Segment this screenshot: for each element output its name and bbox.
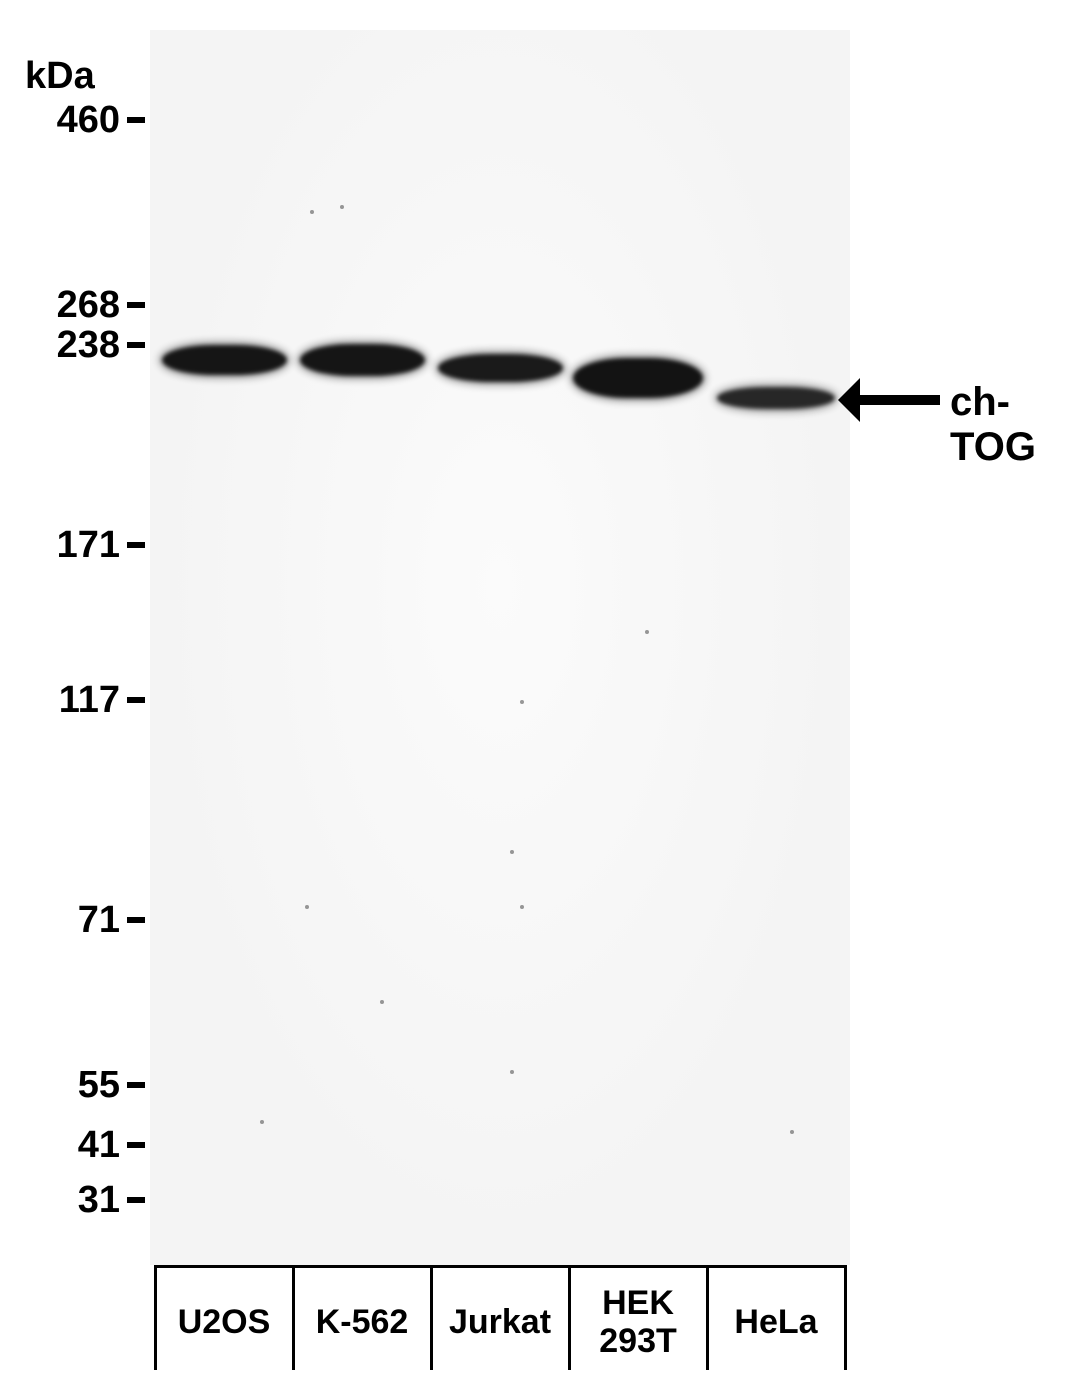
yaxis-tick-label: 41 bbox=[25, 1124, 120, 1167]
speck bbox=[790, 1130, 794, 1134]
speck bbox=[260, 1120, 264, 1124]
speck bbox=[380, 1000, 384, 1004]
blot-area bbox=[150, 30, 850, 1265]
lane-label: U2OS bbox=[155, 1275, 293, 1370]
speck bbox=[520, 700, 524, 704]
speck bbox=[510, 850, 514, 854]
lane-label: Jurkat bbox=[431, 1275, 569, 1370]
speck bbox=[510, 1070, 514, 1074]
arrow-stem bbox=[860, 395, 940, 405]
yaxis-tick-mark bbox=[127, 1197, 145, 1203]
lane-label: HEK 293T bbox=[569, 1275, 707, 1370]
blot-background bbox=[150, 30, 850, 1265]
yaxis-tick-mark bbox=[127, 117, 145, 123]
band bbox=[438, 354, 563, 382]
band bbox=[717, 387, 835, 409]
yaxis-tick-mark bbox=[127, 1082, 145, 1088]
yaxis-tick-mark bbox=[127, 917, 145, 923]
arrow-left-icon bbox=[838, 378, 860, 422]
yaxis-tick-label: 31 bbox=[25, 1179, 120, 1222]
speck bbox=[310, 210, 314, 214]
band bbox=[300, 344, 425, 376]
target-label: ch-TOG bbox=[950, 380, 1080, 470]
yaxis-tick-label: 268 bbox=[25, 284, 120, 327]
speck bbox=[645, 630, 649, 634]
yaxis-tick-mark bbox=[127, 1142, 145, 1148]
yaxis-tick-label: 460 bbox=[25, 99, 120, 142]
yaxis-tick-mark bbox=[127, 542, 145, 548]
yaxis-tick-label: 171 bbox=[25, 524, 120, 567]
lane-label: HeLa bbox=[707, 1275, 845, 1370]
yaxis-tick-label: 71 bbox=[25, 899, 120, 942]
band bbox=[573, 358, 703, 398]
figure-container: kDa 460 268238 171 117 71 55 41 31 U2OSK-562Jur… bbox=[0, 0, 1080, 1390]
speck bbox=[305, 905, 309, 909]
yaxis-tick-mark bbox=[127, 697, 145, 703]
yaxis-tick-label: 55 bbox=[25, 1064, 120, 1107]
speck bbox=[340, 205, 344, 209]
yaxis-tick-mark bbox=[127, 302, 145, 308]
yaxis-tick-label: 238 bbox=[25, 324, 120, 367]
lane-top-rule bbox=[154, 1265, 847, 1268]
lane-label: K-562 bbox=[293, 1275, 431, 1370]
band bbox=[162, 345, 287, 375]
yaxis-tick-label: 117 bbox=[25, 679, 120, 722]
yaxis-tick-mark bbox=[127, 342, 145, 348]
speck bbox=[520, 905, 524, 909]
yaxis-unit-label: kDa bbox=[25, 55, 95, 98]
